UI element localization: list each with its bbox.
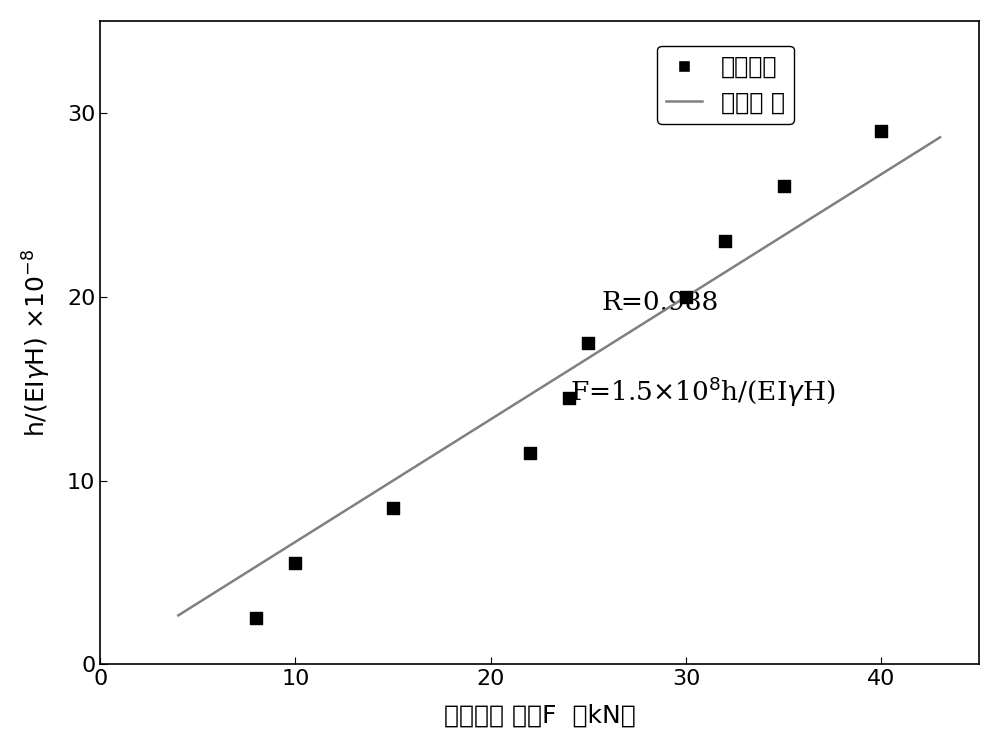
Text: R=0.988: R=0.988 bbox=[601, 290, 718, 316]
拟合数据 bbox=[522, 447, 538, 459]
拟合数据 bbox=[580, 337, 596, 349]
Y-axis label: h/(EI$\gamma$H) $\times$10$^{-8}$: h/(EI$\gamma$H) $\times$10$^{-8}$ bbox=[21, 248, 53, 437]
拟合数据 bbox=[287, 557, 303, 569]
Text: F=1.5$\times$10$^{8}$h/(EI$\gamma$H): F=1.5$\times$10$^{8}$h/(EI$\gamma$H) bbox=[570, 374, 836, 408]
X-axis label: 需补偿支 撑力F  （kN）: 需补偿支 撑力F （kN） bbox=[444, 703, 636, 727]
拟合数据 bbox=[561, 392, 577, 404]
拟合数据 bbox=[873, 125, 889, 137]
拟合数据 bbox=[717, 236, 733, 248]
拟合数据 bbox=[248, 613, 264, 625]
拟合数据 bbox=[776, 180, 792, 192]
Legend: 拟合数据, 拟合直 线: 拟合数据, 拟合直 线 bbox=[657, 46, 794, 124]
拟合数据 bbox=[385, 502, 401, 514]
拟合数据 bbox=[678, 291, 694, 303]
